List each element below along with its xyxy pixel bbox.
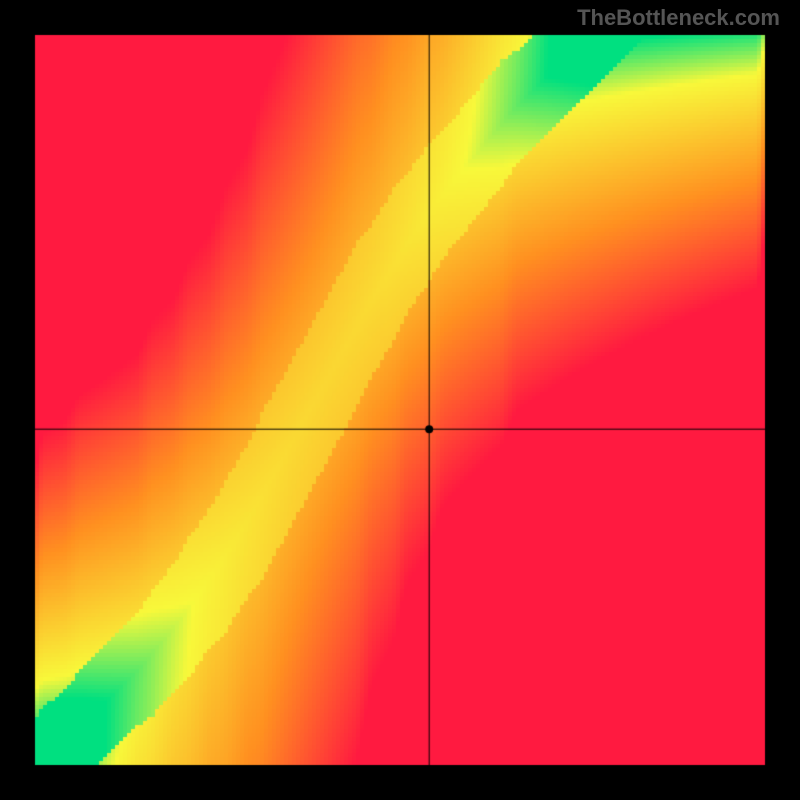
bottleneck-heatmap [0, 0, 800, 800]
attribution-text: TheBottleneck.com [577, 5, 780, 31]
